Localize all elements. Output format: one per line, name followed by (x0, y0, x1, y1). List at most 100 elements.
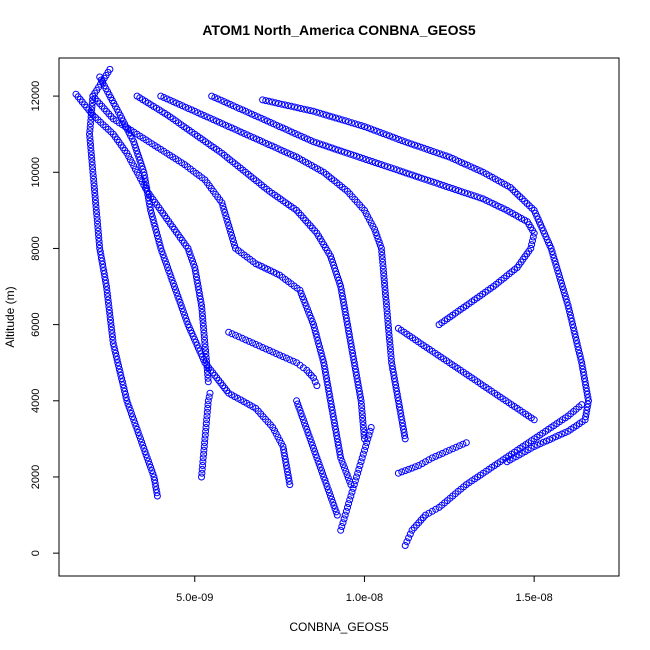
data-point (153, 232, 161, 240)
data-point (106, 309, 114, 317)
data-point (380, 272, 388, 280)
data-point (329, 113, 337, 121)
data-point (353, 473, 360, 481)
data-point (404, 139, 412, 147)
data-point (518, 195, 526, 203)
data-point (395, 136, 403, 143)
data-point (566, 311, 574, 319)
data-point (375, 238, 383, 246)
data-point (141, 175, 149, 183)
data-point (456, 442, 463, 450)
data-point (578, 362, 586, 370)
data-point (361, 446, 368, 454)
data-point (329, 498, 337, 506)
data-point (530, 229, 538, 237)
data-point (339, 461, 347, 469)
data-point (339, 295, 347, 303)
data-point (141, 448, 149, 456)
data-point (150, 473, 158, 481)
data-point (169, 279, 177, 287)
data-point (398, 137, 406, 145)
data-point (396, 167, 404, 175)
data-point (339, 519, 347, 527)
data-point (177, 302, 185, 310)
data-point (552, 260, 560, 268)
data-point (148, 467, 156, 475)
data-point (282, 462, 290, 469)
data-point (351, 362, 359, 370)
data-point (112, 352, 120, 360)
data-point (385, 335, 393, 342)
data-point (324, 486, 332, 494)
data-point (569, 321, 577, 329)
data-point (427, 177, 435, 185)
data-point (350, 356, 358, 363)
data-point (418, 174, 425, 182)
data-point (223, 215, 231, 223)
data-point (414, 142, 422, 150)
data-point (157, 244, 165, 252)
data-point (428, 454, 436, 462)
data-point (325, 143, 333, 151)
data-point (205, 393, 213, 401)
data-point (92, 203, 100, 211)
y-tick-label: 10000 (30, 157, 42, 188)
data-point (284, 468, 291, 476)
x-axis: 5.0e-09 1.0e-08 1.5e-08 (176, 576, 553, 604)
data-point (159, 251, 167, 259)
data-point (99, 260, 107, 268)
data-point (353, 371, 360, 379)
data-point (579, 368, 587, 376)
data-point (361, 123, 368, 131)
data-point (408, 464, 416, 472)
data-point (115, 365, 123, 373)
data-point (308, 318, 316, 325)
data-point (363, 439, 371, 447)
data-point (109, 333, 116, 341)
data-point (376, 241, 384, 249)
data-point (228, 330, 236, 338)
data-point (153, 229, 161, 237)
data-point (435, 451, 443, 459)
data-point (138, 438, 146, 446)
data-point (445, 446, 453, 454)
data-point (88, 154, 96, 162)
data-point (348, 346, 356, 354)
data-point (381, 290, 389, 297)
data-point (87, 144, 95, 152)
data-point (422, 511, 429, 519)
data-point (329, 258, 337, 266)
data-point (374, 160, 382, 168)
data-point (424, 176, 432, 184)
y-tick-label: 6000 (30, 312, 42, 336)
data-point (415, 462, 423, 469)
data-point (387, 352, 395, 360)
data-point (458, 188, 466, 196)
data-point (199, 312, 206, 320)
data-point (91, 186, 98, 194)
data-point (551, 257, 559, 265)
data-point (567, 314, 575, 322)
data-point (332, 267, 340, 275)
data-point (96, 244, 104, 252)
data-point (136, 156, 144, 164)
data-point (201, 343, 209, 351)
data-point (94, 224, 102, 232)
data-point (87, 151, 95, 159)
data-point (192, 270, 200, 278)
data-point (344, 503, 351, 511)
data-point (349, 352, 357, 360)
x-tick-label: 1.5e-08 (515, 592, 552, 604)
data-point (113, 356, 121, 363)
data-point (360, 425, 367, 432)
data-point (161, 257, 169, 265)
data-point (361, 435, 368, 443)
data-point (561, 292, 569, 300)
data-point (365, 431, 373, 439)
data-point (202, 424, 210, 431)
data-point (325, 390, 333, 398)
data-point (459, 440, 467, 448)
data-point (303, 305, 311, 313)
data-point (565, 305, 573, 313)
data-point (337, 454, 345, 462)
